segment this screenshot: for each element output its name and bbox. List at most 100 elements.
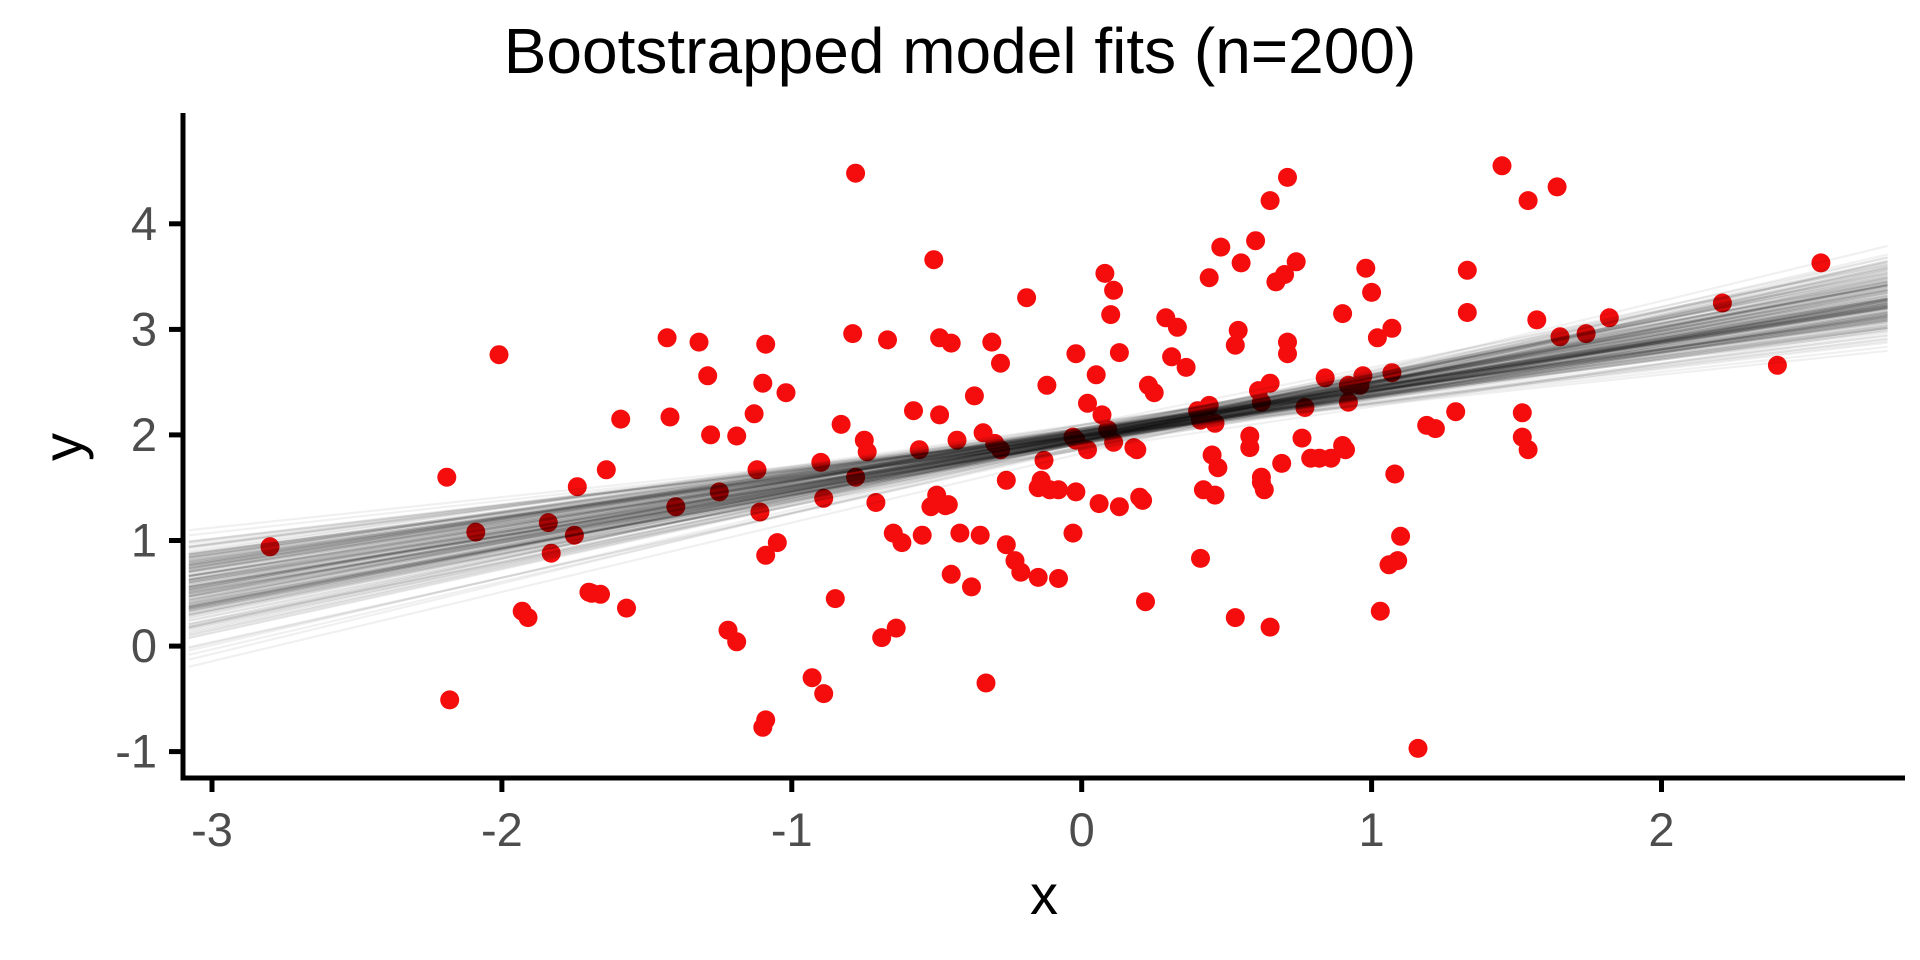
data-point [1362, 282, 1382, 302]
bootstrap-line [188, 299, 1888, 605]
data-point [1176, 357, 1196, 377]
data-point [1512, 403, 1532, 423]
data-point [1225, 608, 1245, 628]
bootstrap-line [188, 276, 1888, 597]
data-point [1333, 304, 1353, 324]
data-point [1382, 318, 1402, 338]
data-point [1338, 375, 1358, 395]
data-point [1272, 453, 1292, 473]
data-point [912, 525, 932, 545]
data-point [666, 497, 686, 517]
bootstrap-line [188, 303, 1888, 560]
data-point [996, 535, 1016, 555]
data-point [776, 383, 796, 403]
data-point [1031, 470, 1051, 490]
x-tick-label: -3 [191, 803, 233, 856]
bootstrap-line [188, 306, 1888, 570]
data-point [1017, 288, 1037, 308]
bootstrap-line [188, 325, 1888, 558]
bootstrap-line [188, 326, 1888, 560]
data-point [1199, 395, 1219, 415]
bootstrap-line [188, 299, 1888, 594]
data-point [1425, 419, 1445, 439]
bootstrap-line [188, 324, 1888, 564]
bootstrap-line [188, 297, 1888, 574]
bootstrap-line [188, 289, 1888, 616]
bootstrap-line [188, 259, 1888, 637]
bootstrap-line [188, 269, 1888, 649]
bootstrap-line [188, 265, 1888, 650]
bootstrap-line [188, 256, 1888, 656]
data-point [904, 401, 923, 421]
data-point [1712, 293, 1732, 313]
bootstrap-line [188, 263, 1888, 617]
bootstrap-line [188, 320, 1888, 563]
bootstrap-line [188, 278, 1888, 603]
bootstrap-line [188, 338, 1888, 543]
data-point [1518, 191, 1538, 211]
bootstrap-line [188, 326, 1888, 556]
data-point [1063, 523, 1083, 543]
bootstrap-line [188, 264, 1888, 640]
bootstrap-line [188, 297, 1888, 589]
bootstrap-line [188, 301, 1888, 590]
data-point [1078, 393, 1097, 413]
data-point [991, 353, 1010, 373]
bootstrap-line [188, 302, 1888, 596]
data-point [1309, 448, 1329, 468]
bootstrap-line [188, 299, 1888, 584]
bootstrap-line [188, 315, 1888, 582]
bootstrap-line [188, 299, 1888, 604]
bootstrap-line [188, 279, 1888, 620]
bootstrap-line [188, 280, 1888, 601]
bootstrap-line [188, 326, 1888, 559]
data-point [1109, 497, 1129, 517]
data-point [709, 482, 729, 502]
bootstrap-line [188, 299, 1888, 589]
data-point [1136, 592, 1155, 612]
data-point [1391, 526, 1411, 546]
data-point [541, 543, 561, 563]
data-point [982, 332, 1002, 352]
bootstrap-line [188, 308, 1888, 564]
bootstrap-line [188, 349, 1888, 532]
bootstrap-line [188, 266, 1888, 635]
y-tick-label: 3 [131, 302, 157, 355]
bootstrap-line [188, 314, 1888, 569]
data-point [1275, 265, 1295, 284]
bootstrap-line [188, 284, 1888, 602]
bootstrap-line [188, 282, 1888, 609]
bootstrap-line [188, 305, 1888, 569]
bootstrap-line [188, 261, 1888, 639]
bootstrap-line [188, 313, 1888, 578]
bootstrap-line [188, 315, 1888, 564]
y-tick-label: 4 [131, 197, 157, 250]
bootstrap-line [188, 273, 1888, 613]
data-point [941, 333, 961, 353]
bootstrap-line [188, 294, 1888, 581]
bootstrap-line [188, 321, 1888, 548]
bootstrap-line [188, 328, 1888, 585]
bootstrap-line [188, 289, 1888, 626]
bootstrap-line [188, 323, 1888, 562]
data-point [996, 470, 1016, 490]
data-point [518, 608, 538, 628]
data-point [1089, 494, 1109, 514]
bootstrap-line [188, 276, 1888, 622]
data-point [1251, 392, 1271, 412]
data-point [1130, 487, 1150, 507]
data-point [1295, 398, 1315, 417]
bootstrap-line [188, 296, 1888, 570]
bootstrap-line [188, 281, 1888, 617]
data-point [1162, 347, 1182, 367]
data-point [1492, 156, 1512, 176]
bootstrap-line [188, 322, 1888, 567]
bootstrap-line [188, 320, 1888, 573]
bootstrap-line [188, 315, 1888, 562]
bootstrap-line [188, 318, 1888, 570]
bootstrap-line [188, 311, 1888, 588]
bootstrap-line [188, 300, 1888, 576]
bootstrap-line [188, 324, 1888, 556]
bootstrap-line [188, 327, 1888, 562]
bootstrap-line [188, 301, 1888, 581]
